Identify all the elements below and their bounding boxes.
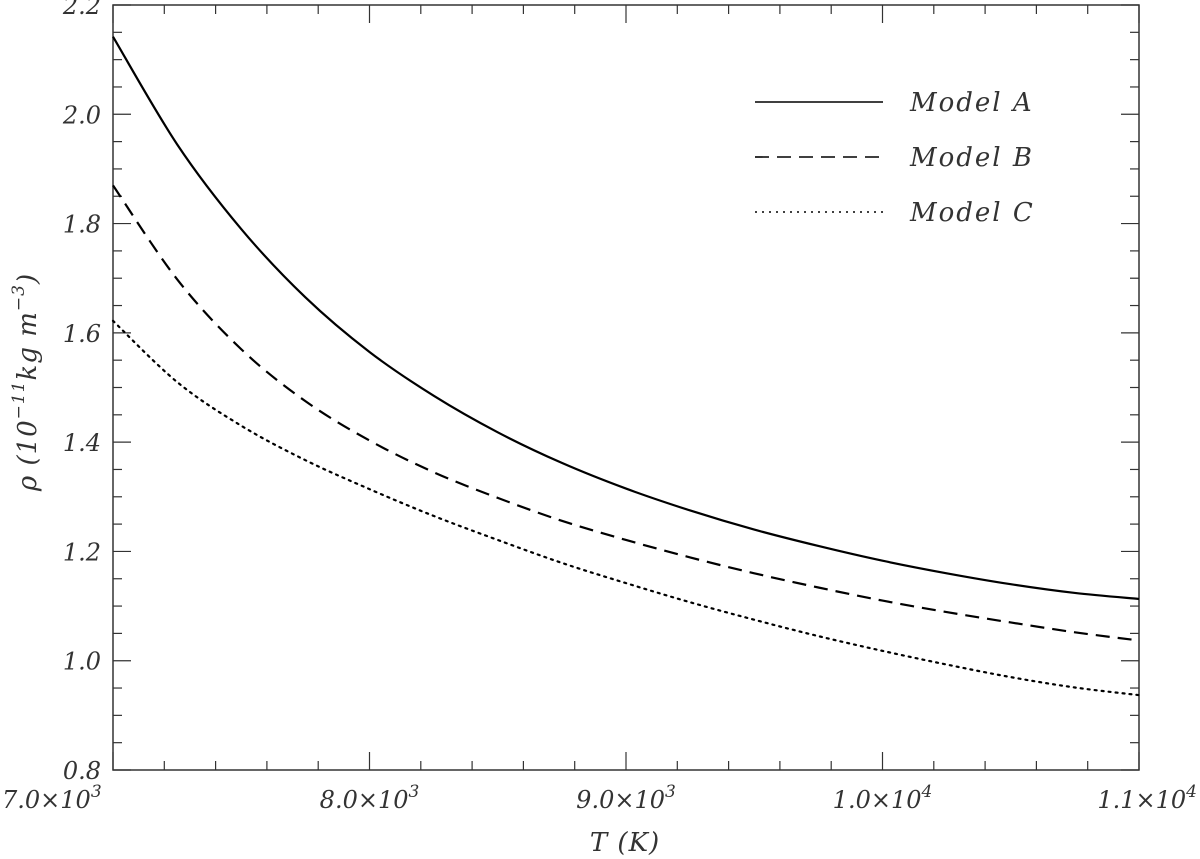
y-axis-label-close: ): [13, 273, 43, 285]
x-tick-label: 7.0×103: [2, 782, 102, 814]
y-tick-label: 2.2: [62, 0, 101, 20]
y-tick-label: 1.8: [63, 211, 101, 239]
legend-label: Model C: [909, 198, 1035, 228]
series-line-model-a: [112, 36, 1140, 601]
x-tick-label: 9.0×103: [576, 782, 676, 814]
y-axis-exponent-2: −3: [9, 284, 29, 311]
y-tick-label: 1.0: [63, 648, 101, 676]
y-tick-label: 1.4: [63, 429, 101, 457]
y-axis-label-open: (10: [13, 419, 43, 475]
y-axis-label: ρ (10−11kg m−3): [9, 273, 43, 492]
series-line-model-c: [111, 319, 1141, 697]
legend-label: Model B: [909, 143, 1034, 173]
x-tick-label: 1.1×104: [1097, 782, 1197, 814]
legend: Model A Model B Model C: [755, 88, 1035, 228]
y-tick-labels: 0.8 1.0 1.2 1.4 1.6 1.8 2.0 2.2: [62, 0, 101, 785]
y-tick-label: 0.8: [63, 757, 101, 785]
y-axis-symbol: ρ: [13, 475, 43, 492]
legend-label: Model A: [909, 88, 1034, 118]
series-line-model-b: [112, 184, 1140, 642]
y-tick-label: 1.2: [63, 538, 101, 566]
y-axis-label-mid: kg m: [13, 311, 43, 380]
series-layer: [111, 36, 1141, 697]
y-tick-label: 2.0: [62, 101, 101, 129]
tick-marks: [112, 4, 1140, 771]
x-tick-label: 1.0×104: [833, 782, 933, 814]
x-axis-label: T (K): [590, 828, 660, 858]
y-tick-label: 1.6: [63, 320, 101, 348]
plot-frame: [112, 4, 1140, 771]
x-tick-label: 8.0×103: [320, 782, 420, 814]
x-tick-labels: 7.0×103 8.0×103 9.0×103 1.0×104 1.1×104: [2, 782, 1197, 814]
y-axis-exponent-1: −11: [9, 380, 29, 419]
